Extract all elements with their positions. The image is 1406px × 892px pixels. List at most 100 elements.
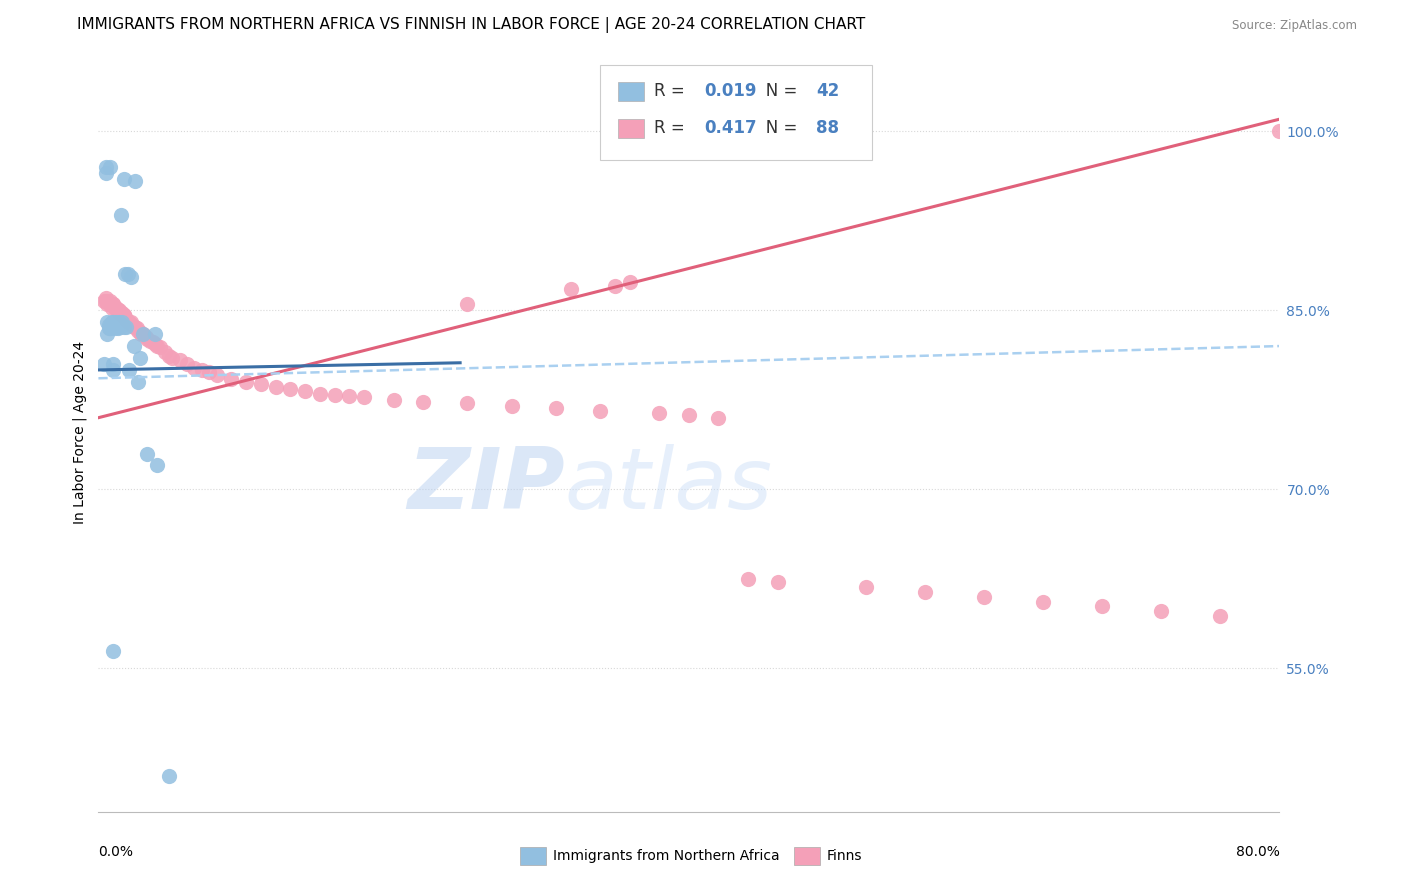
Point — [104, 318, 127, 332]
Point — [157, 349, 180, 363]
Point — [707, 410, 730, 425]
Point — [589, 403, 612, 417]
Text: R =: R = — [654, 82, 689, 101]
Text: atlas: atlas — [565, 444, 773, 527]
Point — [107, 303, 129, 318]
Point — [198, 365, 221, 379]
Point — [132, 327, 155, 342]
Point — [235, 375, 257, 389]
Text: 80.0%: 80.0% — [1236, 846, 1279, 859]
Point — [114, 268, 136, 282]
Point — [619, 275, 641, 289]
Point — [339, 389, 361, 403]
Text: Immigrants from Northern Africa: Immigrants from Northern Africa — [553, 849, 779, 863]
Point — [117, 268, 139, 282]
Point — [118, 315, 141, 329]
Point — [121, 318, 143, 332]
Point — [605, 279, 627, 293]
Point — [111, 315, 134, 329]
Point — [97, 321, 120, 335]
Point — [97, 296, 120, 310]
Point — [122, 320, 145, 334]
Point — [146, 458, 169, 473]
Point — [93, 357, 115, 371]
Point — [112, 320, 135, 334]
Point — [136, 332, 159, 346]
Point — [120, 269, 142, 284]
Point — [412, 395, 434, 409]
Point — [103, 643, 125, 657]
Point — [112, 308, 135, 322]
Point — [124, 320, 146, 334]
Y-axis label: In Labor Force | Age 20-24: In Labor Force | Age 20-24 — [73, 341, 87, 524]
Point — [110, 305, 132, 319]
Point — [118, 363, 141, 377]
Point — [108, 320, 131, 334]
Point — [96, 315, 118, 329]
Point — [142, 335, 165, 350]
Point — [153, 345, 176, 359]
Point — [108, 303, 131, 318]
Point — [104, 301, 127, 315]
Point — [1032, 594, 1054, 608]
Point — [128, 325, 150, 339]
FancyBboxPatch shape — [619, 82, 644, 102]
Point — [176, 357, 198, 371]
Point — [98, 297, 121, 311]
Point — [125, 321, 148, 335]
Point — [457, 396, 479, 410]
Point — [1268, 124, 1291, 138]
FancyBboxPatch shape — [600, 65, 872, 160]
Point — [135, 329, 157, 343]
Point — [103, 357, 125, 371]
Point — [108, 305, 131, 319]
Point — [1091, 599, 1114, 614]
Point — [100, 315, 122, 329]
Text: Finns: Finns — [827, 849, 862, 863]
Point — [107, 318, 129, 332]
Point — [183, 360, 205, 375]
Point — [103, 297, 125, 311]
Point — [103, 297, 125, 311]
Point — [309, 386, 332, 401]
Text: 0.019: 0.019 — [704, 82, 756, 101]
Point — [973, 590, 995, 604]
Point — [678, 409, 700, 423]
Point — [146, 339, 169, 353]
Point — [737, 572, 759, 586]
Point — [111, 305, 134, 319]
Point — [105, 301, 128, 315]
Text: Source: ZipAtlas.com: Source: ZipAtlas.com — [1232, 19, 1357, 31]
Point — [560, 282, 582, 296]
Point — [457, 297, 479, 311]
Point — [139, 334, 162, 349]
Point — [107, 321, 129, 335]
Point — [103, 315, 125, 329]
Point — [191, 363, 214, 377]
Point — [110, 208, 132, 222]
Point — [94, 166, 117, 180]
Point — [132, 327, 155, 342]
Bar — [520, 847, 546, 865]
Point — [98, 160, 121, 174]
Point — [96, 327, 118, 342]
Point — [136, 446, 159, 460]
Text: 0.0%: 0.0% — [98, 846, 134, 859]
Text: N =: N = — [751, 119, 803, 136]
Point — [120, 315, 142, 329]
Point — [104, 321, 127, 335]
Point — [855, 580, 877, 594]
Text: 88: 88 — [817, 119, 839, 136]
Point — [280, 382, 302, 396]
Point — [546, 401, 568, 416]
Point — [294, 384, 316, 399]
Point — [1209, 608, 1232, 623]
Bar — [794, 847, 820, 865]
Point — [143, 327, 166, 342]
Point — [382, 392, 405, 407]
Point — [97, 318, 120, 332]
Point — [96, 297, 118, 311]
Point — [111, 308, 134, 322]
Point — [143, 336, 166, 351]
Point — [129, 327, 152, 342]
